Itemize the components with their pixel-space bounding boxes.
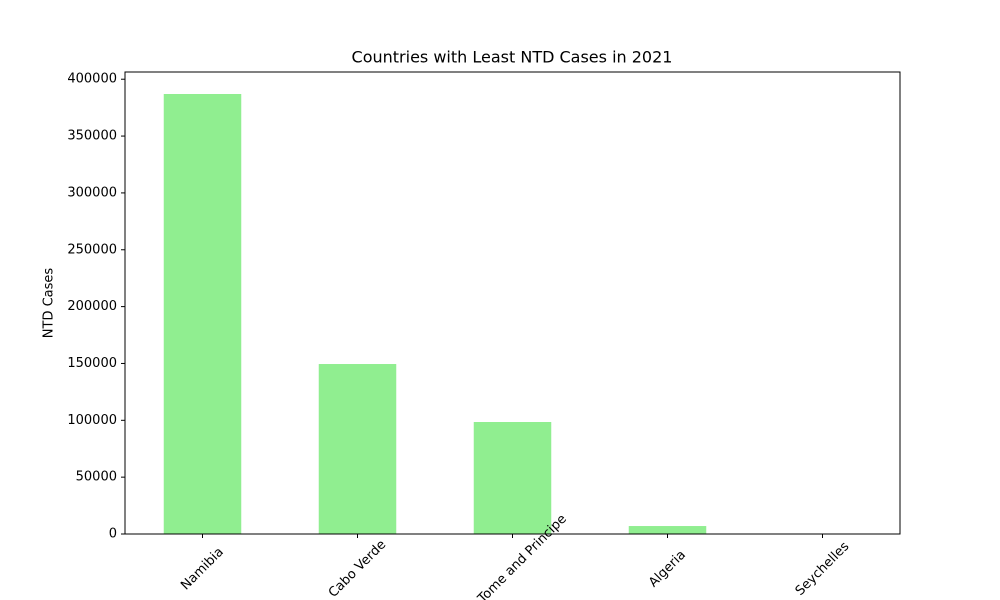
y-tick-label: 150000 [67,356,117,371]
bar [318,364,397,534]
plot-frame [124,71,901,535]
y-tick-label: 300000 [67,185,117,200]
bar [163,94,242,534]
bar [628,526,707,534]
chart-title: Countries with Least NTD Cases in 2021 [352,48,673,67]
y-tick-label: 400000 [67,72,117,87]
y-tick-label: 50000 [76,470,117,485]
y-axis-label: NTD Cases [42,268,57,339]
y-tick-label: 0 [109,527,117,542]
y-tick-label: 200000 [67,299,117,314]
y-tick-label: 350000 [67,129,117,144]
y-tick-label: 250000 [67,242,117,257]
bar [473,422,552,534]
y-tick-label: 100000 [67,413,117,428]
